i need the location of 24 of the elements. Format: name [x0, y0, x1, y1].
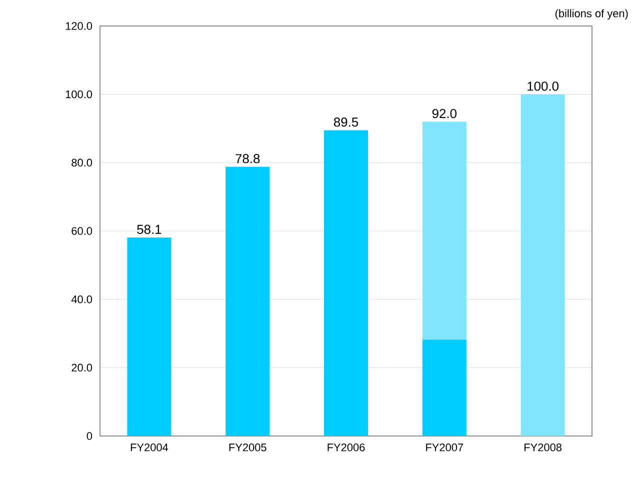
y-tick-label: 40.0	[71, 295, 92, 304]
y-tick-label: 20.0	[72, 364, 92, 372]
x-tick-label: FY2005	[229, 444, 266, 452]
y-tick-label: 60.0	[72, 227, 92, 235]
total-label: 100.0	[528, 82, 559, 91]
y-tick-label: 100.0	[66, 90, 92, 98]
bar	[422, 340, 466, 436]
bar	[324, 130, 368, 436]
x-tick-label: FY2008	[524, 444, 562, 452]
y-tick-label: 0	[86, 432, 92, 440]
x-tick-label: FY2004	[130, 444, 168, 452]
bar	[422, 122, 466, 340]
total-label: 92.0	[432, 108, 457, 118]
total-label: 78.8	[236, 154, 260, 164]
bar	[520, 94, 565, 436]
x-tick-label: FY2006	[328, 444, 365, 452]
y-tick-label: 80.0	[72, 158, 92, 167]
x-tick-label: FY2007	[426, 444, 464, 452]
y-tick-label: 120.0	[66, 22, 92, 30]
y-axis-title: (billions of yen)	[555, 9, 628, 20]
total-label: 89.5	[334, 118, 358, 127]
bar	[226, 166, 270, 436]
bar	[127, 237, 172, 436]
total-label: 58.1	[137, 224, 162, 234]
